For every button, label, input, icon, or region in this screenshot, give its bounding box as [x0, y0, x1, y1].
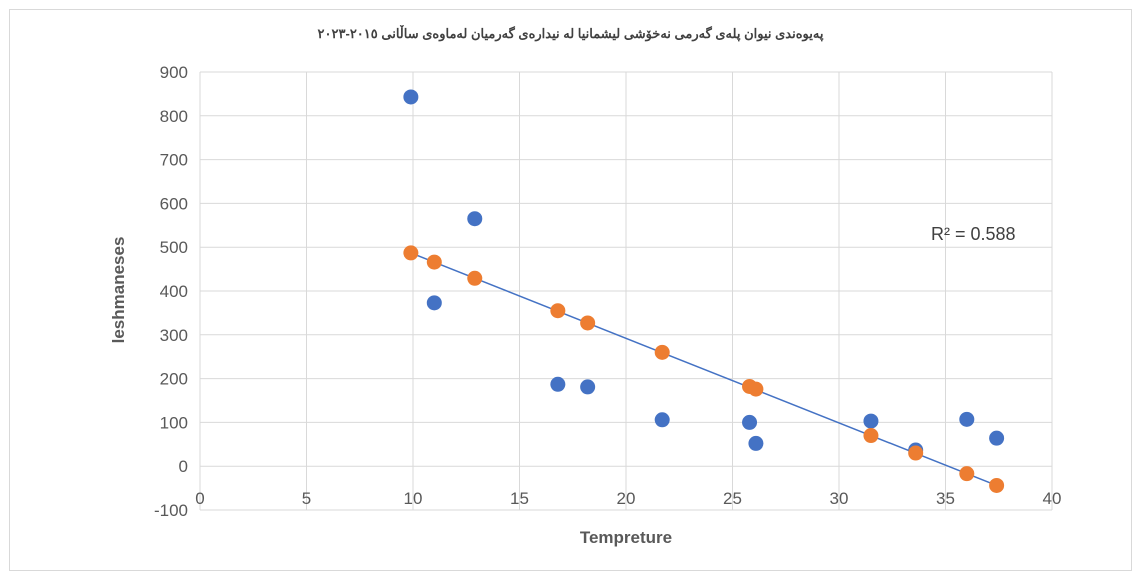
y-tick-label: -100 — [154, 501, 188, 520]
y-tick-label: 600 — [160, 194, 188, 213]
x-tick-label: 10 — [404, 489, 423, 508]
y-tick-label: 200 — [160, 370, 188, 389]
y-tick-labels: -100 0 100 200 300 400 500 600 700 800 900 — [154, 63, 188, 520]
y-tick-label: 300 — [160, 326, 188, 345]
data-point-series-2 — [426, 254, 442, 270]
data-point-series-2 — [467, 270, 483, 286]
data-point-series-2 — [748, 381, 764, 397]
data-point-series-2 — [580, 315, 596, 331]
data-point-series-2 — [550, 303, 566, 319]
data-point-series-1 — [403, 89, 419, 105]
data-point-series-2 — [654, 344, 670, 360]
data-point-series-1 — [654, 412, 670, 428]
y-tick-label: 700 — [160, 151, 188, 170]
x-tick-label: 35 — [936, 489, 955, 508]
data-point-series-2 — [959, 466, 975, 482]
data-point-series-1 — [863, 413, 879, 429]
data-point-series-1 — [467, 211, 483, 227]
data-point-series-2 — [863, 428, 879, 444]
y-tick-label: 900 — [160, 63, 188, 82]
grid-lines — [199, 71, 1053, 511]
chart-frame — [9, 9, 1132, 571]
x-axis-label: Tempreture — [580, 528, 672, 547]
x-tick-label: 0 — [195, 489, 204, 508]
data-point-series-2 — [403, 245, 419, 261]
x-tick-label: 5 — [302, 489, 311, 508]
y-tick-label: 100 — [160, 413, 188, 432]
data-point-series-2 — [989, 477, 1005, 493]
data-point-series-1 — [959, 411, 975, 427]
data-point-series-2 — [908, 445, 924, 461]
chart-title: پەیوەندی نیوان پلەی گەرمی نەخۆشی لیشمانی… — [317, 26, 824, 41]
y-tick-label: 0 — [179, 457, 188, 476]
y-axis-label: leshmaneses — [109, 237, 128, 344]
x-tick-label: 25 — [723, 489, 742, 508]
x-tick-label: 15 — [510, 489, 529, 508]
trendline — [410, 252, 997, 487]
data-point-series-1 — [580, 379, 596, 395]
data-point-series-1 — [742, 414, 758, 430]
data-point-series-1 — [426, 295, 442, 311]
trendline-group — [410, 252, 997, 487]
y-tick-label: 400 — [160, 282, 188, 301]
x-tick-label: 30 — [830, 489, 849, 508]
x-tick-label: 40 — [1043, 489, 1062, 508]
y-tick-label: 800 — [160, 107, 188, 126]
r-squared-label: R² = 0.588 — [931, 224, 1016, 244]
data-point-series-1 — [989, 430, 1005, 446]
data-point-series-1 — [748, 435, 764, 451]
x-tick-labels: 0 5 10 15 20 25 30 35 40 — [195, 489, 1061, 508]
points-group — [403, 89, 1005, 493]
y-tick-label: 500 — [160, 238, 188, 257]
x-tick-label: 20 — [617, 489, 636, 508]
data-point-series-1 — [550, 376, 566, 392]
